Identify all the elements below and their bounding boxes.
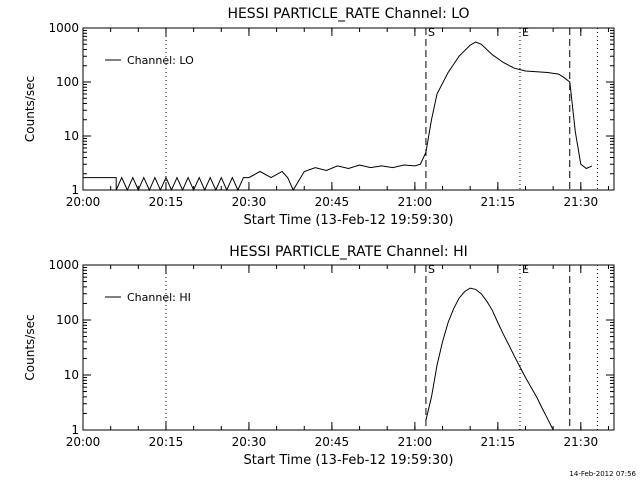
chart2-marker-label: S bbox=[428, 263, 435, 276]
chart2-title: HESSI PARTICLE_RATE Channel: HI bbox=[229, 244, 467, 260]
chart1-x-tick-label: 20:15 bbox=[149, 195, 184, 209]
chart1-x-tick-label: 21:15 bbox=[481, 195, 516, 209]
chart1-x-axis-label: Start Time (13-Feb-12 19:59:30) bbox=[244, 213, 454, 228]
chart2-y-axis-label: Counts/sec bbox=[23, 314, 37, 380]
chart2-x-tick-label: 20:15 bbox=[149, 435, 184, 449]
chart2-marker-label: E bbox=[522, 263, 529, 276]
chart1-x-tick-label: 20:00 bbox=[66, 195, 101, 209]
timestamp: 14-Feb-2012 07:56 bbox=[569, 470, 636, 478]
chart2-y-tick-label: 1000 bbox=[48, 258, 79, 272]
chart1-plot-frame bbox=[82, 27, 615, 191]
chart1-x-tick-label: 20:30 bbox=[232, 195, 267, 209]
chart2-y-tick-label: 10 bbox=[64, 368, 79, 382]
chart1-x-tick-label: 21:00 bbox=[398, 195, 433, 209]
chart1-y-tick-label: 1 bbox=[71, 183, 79, 197]
chart1-marker-label: S bbox=[428, 26, 435, 39]
chart2-plot-frame bbox=[82, 264, 615, 431]
chart1-y-tick-label: 100 bbox=[56, 75, 79, 89]
chart2-series-line bbox=[425, 287, 554, 431]
chart1-y-tick-label: 1000 bbox=[48, 21, 79, 35]
chart1-x-tick-label: 21:30 bbox=[564, 195, 599, 209]
chart2-x-tick-label: 20:45 bbox=[315, 435, 350, 449]
chart1-legend-label: Channel: LO bbox=[127, 54, 194, 67]
chart2-x-tick-label: 21:15 bbox=[481, 435, 516, 449]
chart2-y-tick-label: 1 bbox=[71, 423, 79, 437]
chart2-x-tick-label: 20:00 bbox=[66, 435, 101, 449]
chart2-x-tick-label: 21:00 bbox=[398, 435, 433, 449]
chart2-x-tick-label: 20:30 bbox=[232, 435, 267, 449]
chart1-series-line bbox=[83, 41, 593, 192]
chart1-title: HESSI PARTICLE_RATE Channel: LO bbox=[227, 6, 469, 22]
chart1-y-tick-label: 10 bbox=[64, 129, 79, 143]
chart1-y-axis-label: Counts/sec bbox=[23, 76, 37, 142]
chart1-x-tick-label: 20:45 bbox=[315, 195, 350, 209]
chart2-x-tick-label: 21:30 bbox=[564, 435, 599, 449]
chart2-y-tick-label: 100 bbox=[56, 313, 79, 327]
chart1-marker-label: E bbox=[522, 26, 529, 39]
chart2-x-axis-label: Start Time (13-Feb-12 19:59:30) bbox=[244, 453, 454, 468]
chart2-legend-label: Channel: HI bbox=[127, 291, 191, 304]
